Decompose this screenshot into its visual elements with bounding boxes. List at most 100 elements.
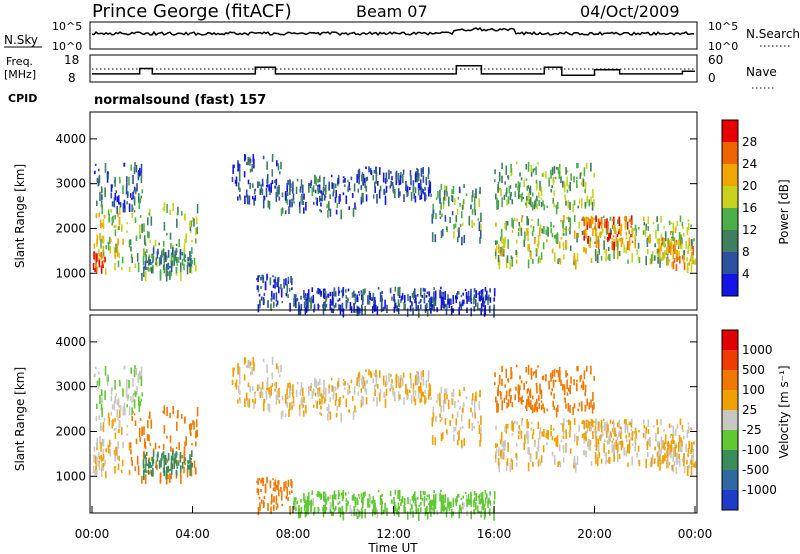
velocity-echo-cell <box>509 396 512 404</box>
velocity-echo-cell <box>295 507 297 512</box>
velocity-echo-cell <box>511 433 514 436</box>
power-echo-cell <box>593 218 595 221</box>
power-echo-cell <box>620 237 623 248</box>
velocity-echo-cell <box>372 495 375 504</box>
velocity-echo-cell <box>136 386 138 395</box>
power-echo-cell <box>299 309 302 315</box>
power-echo-cell <box>471 219 473 228</box>
power-echo-cell <box>310 302 312 310</box>
power-echo-cell <box>500 189 502 197</box>
power-echo-cell <box>435 213 437 220</box>
power-echo-cell <box>345 299 348 309</box>
velocity-echo-cell <box>324 503 326 514</box>
power-echo-cell <box>505 187 508 195</box>
power-echo-cell <box>305 202 307 211</box>
power-echo-cell <box>458 230 460 238</box>
power-echo-cell <box>102 259 105 265</box>
velocity-echo-cell <box>430 511 432 517</box>
power-echo-cell <box>439 289 441 299</box>
velocity-echo-cell <box>470 407 472 413</box>
velocity-echo-cell <box>621 440 624 448</box>
power-echo-cell <box>555 233 558 244</box>
power-echo-cell <box>117 260 120 268</box>
velocity-echo-cell <box>489 500 492 506</box>
power-echo-cell <box>149 239 152 243</box>
power-echo-cell <box>191 240 193 243</box>
velocity-echo-cell <box>293 501 295 510</box>
power-echo-cell <box>430 308 432 314</box>
velocity-echo-cell <box>170 474 172 480</box>
power-echo-cell <box>311 187 314 196</box>
power-echo-cell <box>237 196 239 201</box>
power-echo-cell <box>284 191 287 201</box>
velocity-echo-cell <box>625 419 627 425</box>
power-echo-cell <box>582 178 585 187</box>
power-echo-cell <box>565 167 567 175</box>
velocity-echo-cell <box>137 374 140 384</box>
power-echo-cell <box>426 308 429 317</box>
velocity-echo-cell <box>439 413 441 418</box>
velocity-echo-cell <box>416 373 419 381</box>
power-echo-cell <box>183 258 186 261</box>
velocity-echo-cell <box>434 501 437 509</box>
velocity-echo-cell <box>593 402 595 410</box>
power-echo-cell <box>317 303 319 306</box>
power-echo-cell <box>467 290 470 300</box>
power-echo-cell <box>109 245 112 254</box>
velocity-echo-cell <box>393 497 395 505</box>
power-echo-cell <box>286 182 289 188</box>
velocity-echo-cell <box>459 504 461 511</box>
power-echo-cell <box>423 295 426 304</box>
velocity-echo-cell <box>181 461 184 469</box>
power-echo-cell <box>411 302 413 307</box>
power-echo-cell <box>537 257 540 264</box>
colorbar-tick-label: -25 <box>742 423 762 437</box>
power-echo-cell <box>674 244 677 254</box>
power-echo-cell <box>376 306 379 316</box>
velocity-echo-cell <box>423 498 426 507</box>
velocity-echo-cell <box>687 425 690 434</box>
velocity-echo-cell <box>558 444 561 452</box>
power-echo-cell <box>231 176 234 183</box>
velocity-echo-cell <box>391 499 393 504</box>
power-echo-cell <box>367 298 369 301</box>
velocity-echo-cell <box>177 462 180 466</box>
velocity-echo-cell <box>406 511 409 520</box>
velocity-echo-cell <box>279 374 281 378</box>
power-echo-cell <box>144 271 147 282</box>
freq-tick-bottom: 8 <box>68 71 76 85</box>
power-echo-cell <box>497 255 500 263</box>
velocity-echo-cell <box>95 463 98 467</box>
power-echo-cell <box>357 170 360 180</box>
velocity-echo-cell <box>177 460 180 465</box>
power-echo-cell <box>386 304 388 314</box>
velocity-echo-cell <box>133 369 136 378</box>
velocity-echo-cell <box>538 402 540 410</box>
velocity-echo-cell <box>154 442 157 450</box>
velocity-echo-cell <box>169 473 171 483</box>
velocity-echo-cell <box>128 406 131 415</box>
power-echo-cell <box>444 185 446 193</box>
velocity-echo-cell <box>256 480 258 484</box>
power-echo-cell <box>138 193 140 203</box>
power-echo-cell <box>95 260 98 264</box>
velocity-echo-cell <box>498 374 501 385</box>
velocity-echo-cell <box>275 506 278 510</box>
velocity-echo-cell <box>358 496 361 499</box>
velocity-echo-cell <box>331 385 333 392</box>
power-echo-cell <box>509 185 512 189</box>
power-echo-cell <box>141 272 143 281</box>
power-echo-cell <box>679 239 682 246</box>
power-echo-cell <box>530 164 533 173</box>
velocity-echo-cell <box>138 396 140 406</box>
velocity-echo-cell <box>128 442 131 451</box>
power-echo-cell <box>540 186 543 196</box>
velocity-echo-cell <box>366 379 369 384</box>
power-echo-cell <box>509 193 512 201</box>
velocity-echo-cell <box>583 433 585 438</box>
power-echo-cell <box>463 234 466 244</box>
power-echo-cell <box>395 176 398 186</box>
power-echo-cell <box>683 250 685 260</box>
velocity-echo-cell <box>584 405 587 410</box>
power-echo-cell <box>281 192 284 198</box>
